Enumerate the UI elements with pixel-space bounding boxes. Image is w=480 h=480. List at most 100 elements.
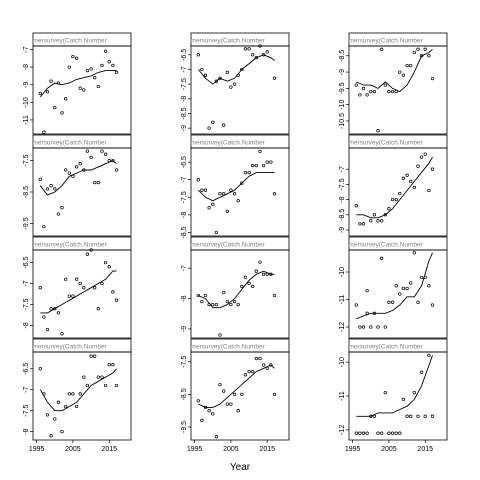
data-point <box>236 73 240 77</box>
data-point <box>71 392 75 396</box>
y-tick-label: -7.5 <box>339 178 346 190</box>
data-point <box>272 293 277 298</box>
data-point <box>354 204 358 208</box>
x-tick-label: 2005 <box>381 446 397 453</box>
data-point <box>369 325 373 329</box>
data-point <box>64 277 68 281</box>
data-point <box>45 90 50 94</box>
data-point <box>412 251 416 255</box>
data-point <box>409 414 413 418</box>
data-point <box>96 375 100 379</box>
panel-frame <box>190 147 290 237</box>
trend-line <box>197 54 275 85</box>
y-tick-label: -8 <box>181 295 188 301</box>
data-point <box>380 47 384 51</box>
data-point <box>236 199 240 203</box>
data-point <box>372 311 377 315</box>
data-point <box>56 212 61 216</box>
data-point <box>365 93 369 97</box>
y-tick-label: -8.5 <box>339 50 346 62</box>
y-tick-label: -9 <box>181 125 188 131</box>
data-point <box>232 82 237 86</box>
data-point <box>369 89 373 94</box>
data-point <box>419 155 424 159</box>
data-point <box>222 389 226 393</box>
data-point <box>96 180 100 185</box>
data-point <box>240 284 244 289</box>
data-point <box>111 362 115 367</box>
data-point <box>196 178 200 182</box>
data-point <box>376 129 380 133</box>
panel-strip-label: mmersurvey(Catch.Number <box>27 344 108 351</box>
data-point <box>240 67 244 72</box>
data-point <box>71 54 75 59</box>
data-point <box>358 222 362 226</box>
data-point <box>416 414 420 418</box>
data-point <box>409 63 413 68</box>
data-point <box>82 88 86 92</box>
data-point <box>383 390 387 395</box>
data-point <box>74 277 79 281</box>
x-tick-label: 2005 <box>65 446 81 453</box>
data-point <box>261 272 266 276</box>
data-point <box>60 332 64 336</box>
data-point <box>107 265 111 269</box>
data-point <box>423 275 427 280</box>
data-point <box>405 173 409 177</box>
trend-line <box>40 270 117 314</box>
y-tick-label: -7.5 <box>23 405 30 417</box>
data-point <box>60 111 64 115</box>
x-tick-label: 2005 <box>223 446 239 453</box>
data-point <box>38 91 42 96</box>
y-tick-label: -7 <box>181 66 188 72</box>
data-point <box>254 269 258 273</box>
data-point <box>369 414 373 418</box>
panel-strip-label: mmersurvey(Catch.Number <box>185 38 266 45</box>
trend-line <box>356 252 433 320</box>
data-point <box>254 163 258 168</box>
data-point <box>38 177 42 182</box>
data-point <box>430 76 435 81</box>
data-point <box>89 155 93 160</box>
panel-frame <box>32 147 132 237</box>
data-point <box>93 76 97 80</box>
panel-12: mmersurvey(Catch.Number -10 -11 -12 1995 2005… <box>339 338 448 453</box>
data-point <box>272 192 277 196</box>
data-point <box>232 299 237 304</box>
data-point <box>225 299 229 304</box>
data-point <box>74 165 79 169</box>
data-point <box>82 168 86 172</box>
data-point <box>111 158 115 163</box>
data-point <box>56 311 61 315</box>
data-point <box>200 67 204 72</box>
y-tick-label: -9 <box>23 82 30 88</box>
data-point <box>74 404 79 409</box>
data-point <box>49 434 53 438</box>
data-point <box>361 86 366 91</box>
data-point <box>243 373 248 377</box>
data-point <box>251 53 255 57</box>
data-point <box>229 188 233 192</box>
data-point <box>358 431 362 435</box>
data-point <box>258 149 262 154</box>
data-point <box>430 414 435 418</box>
panel-strip-label: mmersurvey(Catch.Number <box>343 242 424 249</box>
y-tick-label: -7 <box>23 46 30 52</box>
data-point <box>243 47 248 51</box>
data-point <box>394 197 398 202</box>
data-point <box>240 181 244 185</box>
data-point <box>203 405 208 410</box>
data-point <box>376 431 380 435</box>
data-point <box>358 325 362 329</box>
data-point <box>383 213 387 217</box>
data-point <box>272 76 277 80</box>
data-point <box>218 382 222 387</box>
data-point <box>203 188 208 192</box>
data-point <box>365 288 369 293</box>
panel-frame <box>348 147 448 237</box>
panel-frame <box>32 351 132 441</box>
panel-strip-label: mmersurvey(Catch.Number <box>27 38 108 45</box>
data-point <box>365 431 369 435</box>
data-point <box>78 281 82 286</box>
